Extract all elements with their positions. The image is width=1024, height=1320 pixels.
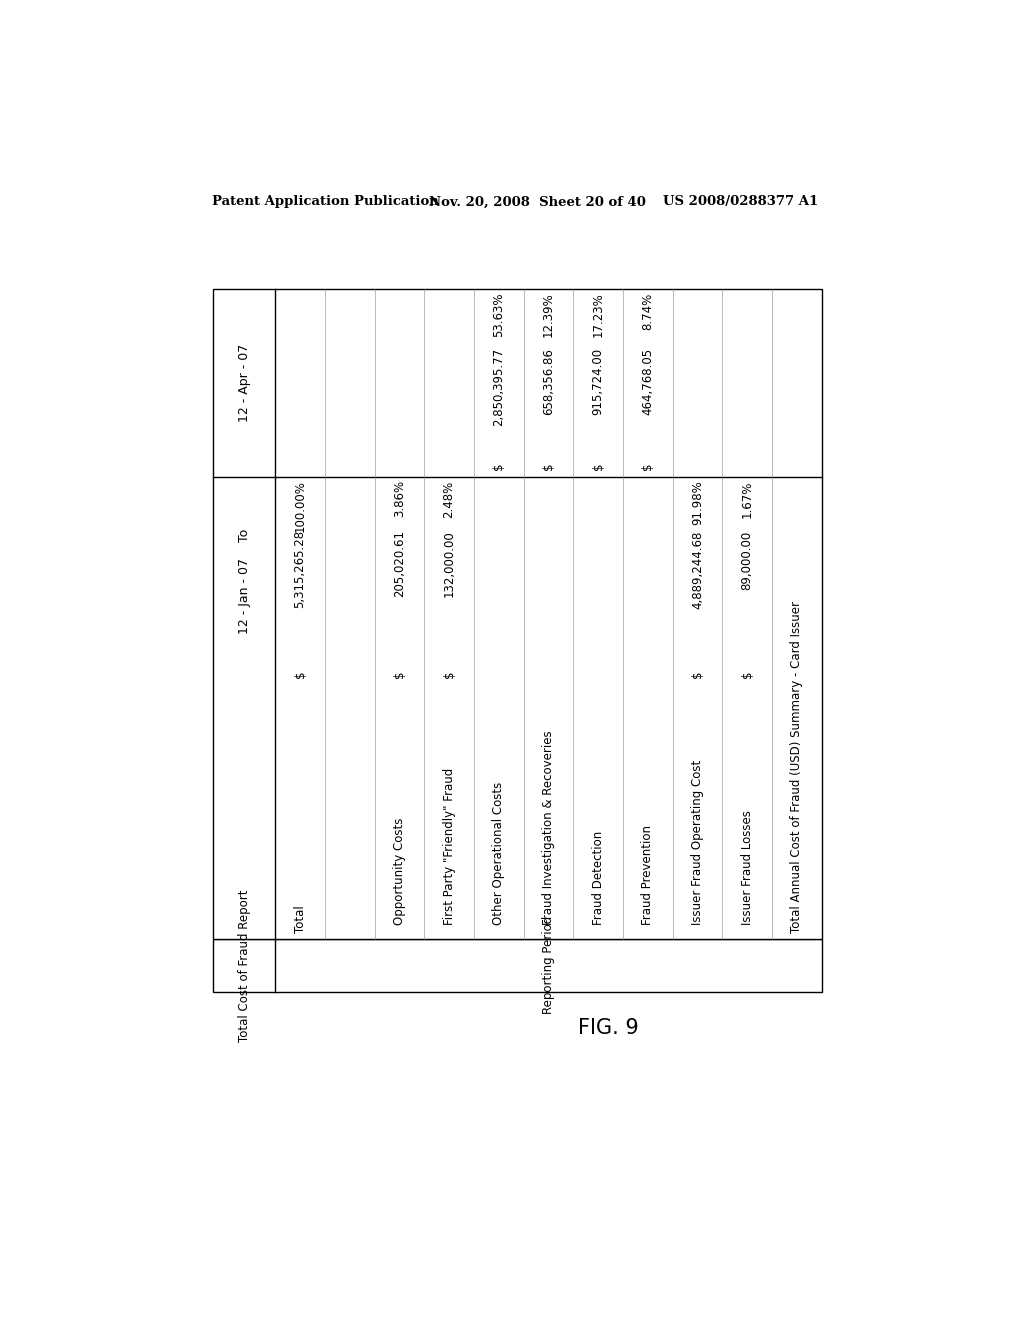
Text: Total: Total bbox=[294, 906, 306, 933]
Text: Total Cost of Fraud Report: Total Cost of Fraud Report bbox=[238, 890, 251, 1041]
Text: Nov. 20, 2008  Sheet 20 of 40: Nov. 20, 2008 Sheet 20 of 40 bbox=[429, 195, 645, 209]
Text: 12 - Apr - 07: 12 - Apr - 07 bbox=[238, 345, 251, 422]
Text: $: $ bbox=[393, 671, 406, 678]
Text: 17.23%: 17.23% bbox=[592, 293, 604, 337]
Text: 3.86%: 3.86% bbox=[393, 480, 406, 517]
Text: $: $ bbox=[442, 671, 456, 678]
Text: $: $ bbox=[740, 671, 754, 678]
Text: 100.00%: 100.00% bbox=[294, 480, 306, 532]
Text: Fraud Detection: Fraud Detection bbox=[592, 832, 604, 925]
Text: $: $ bbox=[691, 671, 703, 678]
Text: $: $ bbox=[493, 462, 505, 470]
Text: $: $ bbox=[294, 671, 306, 678]
Text: 915,724.00: 915,724.00 bbox=[592, 348, 604, 414]
Text: $: $ bbox=[641, 462, 654, 470]
Text: 53.63%: 53.63% bbox=[493, 293, 505, 337]
Text: Reporting Period: Reporting Period bbox=[542, 916, 555, 1015]
Text: 132,000.00: 132,000.00 bbox=[442, 531, 456, 597]
Text: 5,315,265.28: 5,315,265.28 bbox=[294, 531, 306, 609]
Text: 91.98%: 91.98% bbox=[691, 480, 703, 525]
Text: 464,768.05: 464,768.05 bbox=[641, 348, 654, 414]
Text: Issuer Fraud Operating Cost: Issuer Fraud Operating Cost bbox=[691, 760, 703, 925]
Text: Total Annual Cost of Fraud (USD) Summary - Card Issuer: Total Annual Cost of Fraud (USD) Summary… bbox=[791, 601, 803, 933]
Text: 4,889,244.68: 4,889,244.68 bbox=[691, 531, 703, 609]
Text: Issuer Fraud Losses: Issuer Fraud Losses bbox=[740, 810, 754, 925]
Text: Patent Application Publication: Patent Application Publication bbox=[212, 195, 438, 209]
Text: 89,000.00: 89,000.00 bbox=[740, 531, 754, 590]
Text: First Party "Friendly" Fraud: First Party "Friendly" Fraud bbox=[442, 768, 456, 925]
Text: 8.74%: 8.74% bbox=[641, 293, 654, 330]
Polygon shape bbox=[213, 289, 821, 940]
Text: 2,850,395.77: 2,850,395.77 bbox=[493, 348, 505, 426]
Text: 658,356.86: 658,356.86 bbox=[542, 348, 555, 414]
Text: FIG. 9: FIG. 9 bbox=[579, 1019, 639, 1039]
Text: US 2008/0288377 A1: US 2008/0288377 A1 bbox=[663, 195, 818, 209]
Text: 1.67%: 1.67% bbox=[740, 480, 754, 517]
Text: 12.39%: 12.39% bbox=[542, 293, 555, 337]
Text: 2.48%: 2.48% bbox=[442, 480, 456, 517]
Text: Fraud Investigation & Recoveries: Fraud Investigation & Recoveries bbox=[542, 731, 555, 925]
Text: 205,020.61: 205,020.61 bbox=[393, 531, 406, 598]
Text: 12 - Jan - 07    To: 12 - Jan - 07 To bbox=[238, 528, 251, 634]
Polygon shape bbox=[213, 940, 821, 991]
Text: Fraud Prevention: Fraud Prevention bbox=[641, 825, 654, 925]
Text: $: $ bbox=[542, 462, 555, 470]
Text: Other Operational Costs: Other Operational Costs bbox=[493, 781, 505, 925]
Text: $: $ bbox=[592, 462, 604, 470]
Text: Opportunity Costs: Opportunity Costs bbox=[393, 818, 406, 925]
